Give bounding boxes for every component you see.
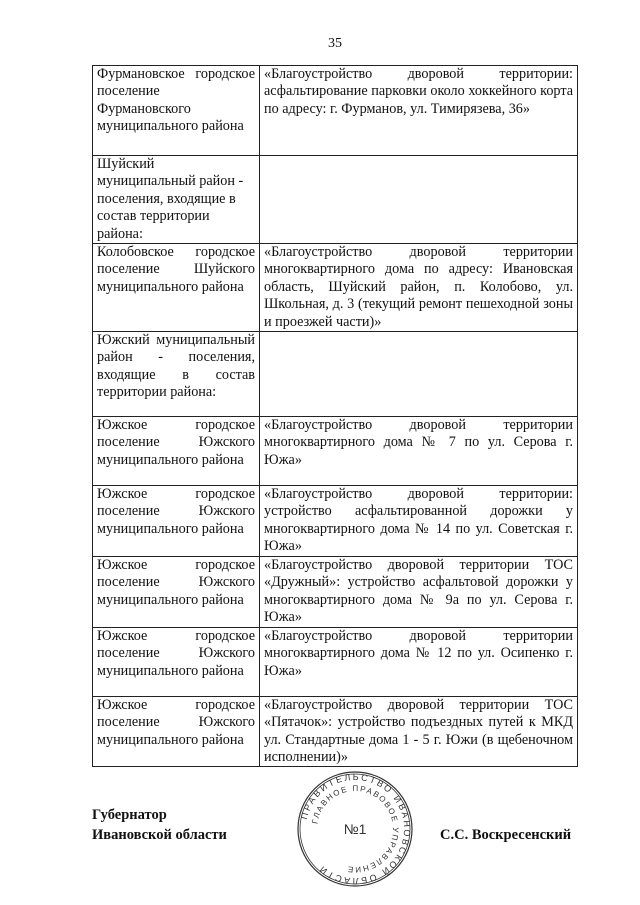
table-row: Южское городское поселение Южского муниц…: [92, 485, 578, 557]
settlement-cell: Южский муниципальный район - поселения, …: [92, 331, 260, 418]
settlement-cell: Шуйский муниципальный район - поселения,…: [92, 154, 260, 245]
project-cell: [259, 154, 578, 245]
table-row: Фурмановское городское поселение Фурмано…: [92, 65, 578, 156]
project-cell: «Благоустройство дворовой территории: ус…: [259, 485, 578, 557]
project-cell: «Благоустройство дворовой территории ТОС…: [259, 555, 578, 628]
settlement-cell: Колобовское городское поселение Шуйского…: [92, 243, 260, 333]
settlement-cell: Фурмановское городское поселение Фурмано…: [92, 65, 260, 156]
table-row: Южское городское поселение Южского муниц…: [92, 626, 578, 697]
title-line: Ивановской области: [92, 827, 227, 843]
project-cell: [259, 331, 578, 418]
signatory-title: Губернатор Ивановской области: [92, 805, 227, 845]
official-stamp: ПРАВИТЕЛЬСТВО ИВАНОВСКОЙ ОБЛАСТИ ГЛАВНОЕ…: [297, 771, 413, 887]
project-cell: «Благоустройство дворовой территории мно…: [259, 243, 578, 333]
table-row: Южское городское поселение Южского муниц…: [92, 416, 578, 487]
title-line: Губернатор: [92, 807, 167, 823]
table-row: Южское городское поселение Южского муниц…: [92, 695, 578, 768]
settlement-cell: Южское городское поселение Южского муниц…: [92, 695, 260, 768]
settlement-cell: Южское городское поселение Южского муниц…: [92, 416, 260, 487]
page-number: 35: [328, 36, 342, 51]
settlement-cell: Южское городское поселение Южского муниц…: [92, 485, 260, 557]
settlements-table: Фурмановское городское поселение Фурмано…: [92, 65, 578, 768]
table-row: Южское городское поселение Южского муниц…: [92, 555, 578, 628]
project-cell: «Благоустройство дворовой территории ТОС…: [259, 695, 578, 768]
project-cell: «Благоустройство дворовой территории: ас…: [259, 65, 578, 156]
svg-text:№1: №1: [344, 821, 367, 837]
project-cell: «Благоустройство дворовой территории мно…: [259, 626, 578, 697]
table-row: Колобовское городское поселение Шуйского…: [92, 243, 578, 333]
settlement-cell: Южское городское поселение Южского муниц…: [92, 626, 260, 697]
settlement-cell: Южское городское поселение Южского муниц…: [92, 555, 260, 628]
table-row: Шуйский муниципальный район - поселения,…: [92, 154, 578, 245]
project-cell: «Благоустройство дворовой территории мно…: [259, 416, 578, 487]
table-row: Южский муниципальный район - поселения, …: [92, 331, 578, 418]
signatory-name: С.С. Воскресенский: [440, 827, 572, 843]
